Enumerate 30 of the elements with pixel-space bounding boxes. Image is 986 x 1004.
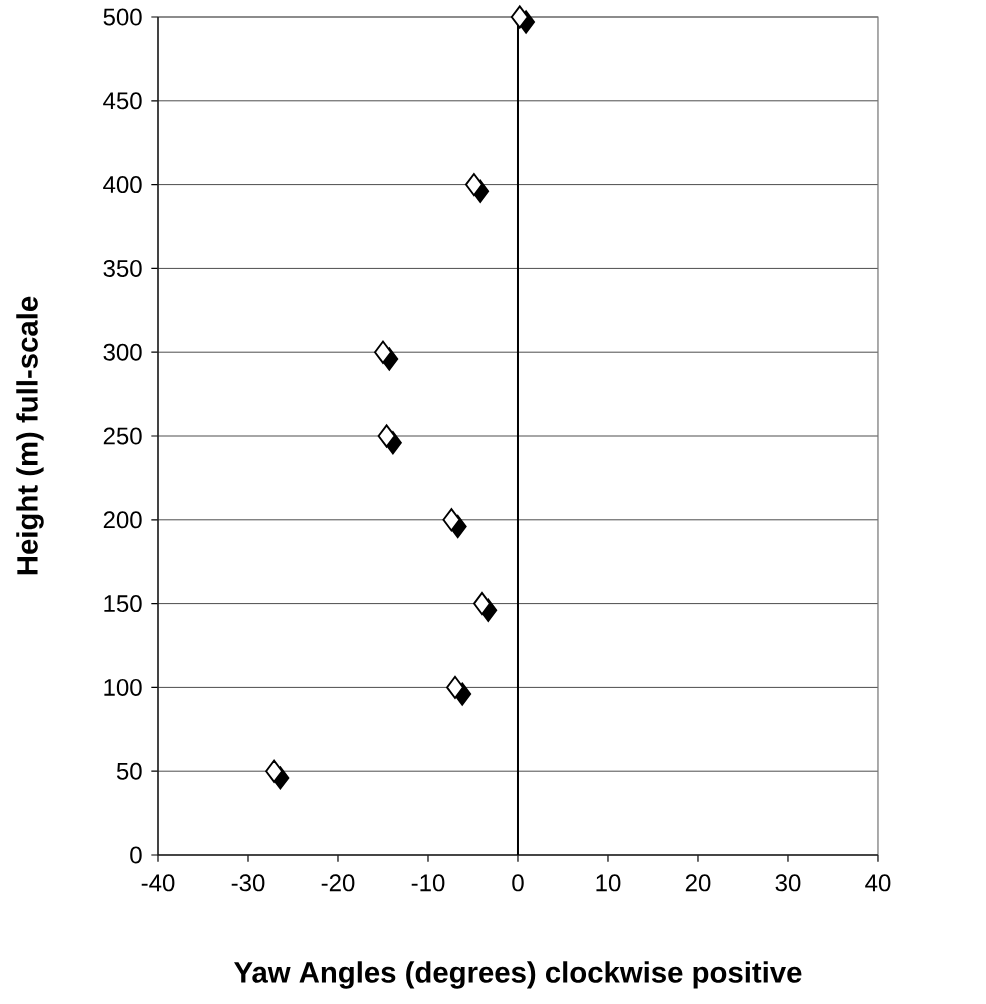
x-tick-label: -40 <box>141 874 175 892</box>
x-axis-title: Yaw Angles (degrees) clockwise positive <box>234 961 802 989</box>
y-tick-label: 400 <box>103 176 142 194</box>
point <box>374 340 392 364</box>
point <box>265 759 284 783</box>
y-axis-title: Height (m) full-scale <box>16 296 44 575</box>
point <box>510 5 529 29</box>
point <box>377 424 396 448</box>
y-tick-label: 150 <box>104 595 142 613</box>
x-tick-label: 20 <box>685 874 711 892</box>
y-tick-label: 300 <box>103 343 142 361</box>
y-tick-label: 200 <box>103 511 142 529</box>
x-tick-label: 40 <box>865 874 891 892</box>
y-tick-label: 350 <box>103 259 142 277</box>
point <box>446 675 464 700</box>
x-tick-label: -10 <box>411 874 445 892</box>
y-tick-label: 500 <box>103 8 142 26</box>
y-tick-label: 450 <box>103 92 142 110</box>
x-tick-label: -30 <box>231 874 265 892</box>
y-tick-label: 100 <box>104 678 142 696</box>
point <box>464 173 483 197</box>
x-tick-label: 10 <box>596 874 621 892</box>
x-tick-label: 0 <box>512 874 524 892</box>
point <box>473 591 491 616</box>
y-tick-label: 50 <box>116 762 142 780</box>
y-tick-label: 250 <box>103 427 142 445</box>
point <box>442 508 461 532</box>
x-tick-label: 30 <box>775 874 801 892</box>
y-tick-label: 0 <box>130 846 142 864</box>
x-tick-label: -20 <box>321 874 355 892</box>
